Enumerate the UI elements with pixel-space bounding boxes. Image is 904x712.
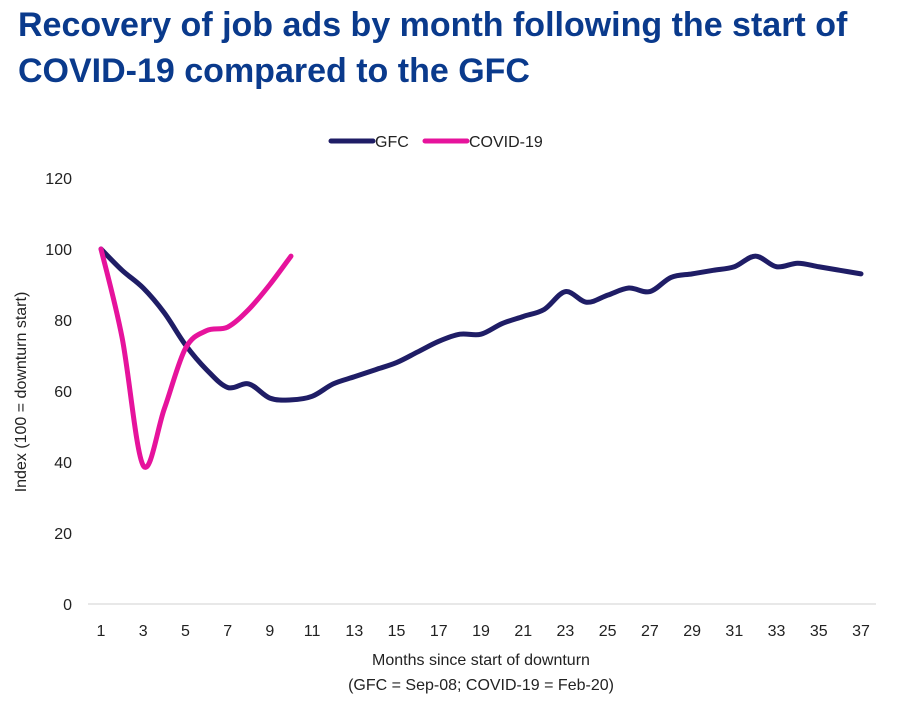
- x-tick-label: 33: [768, 623, 786, 640]
- y-tick-label: 100: [45, 242, 72, 259]
- x-tick-label: 15: [388, 623, 406, 640]
- legend: GFC COVID-19: [328, 134, 543, 151]
- series-line-gfc: [98, 246, 864, 403]
- y-axis-title: Index (100 = downturn start): [13, 292, 30, 493]
- y-tick-label: 60: [54, 384, 72, 401]
- x-tick-label: 29: [683, 623, 701, 640]
- x-tick-label: 35: [810, 623, 828, 640]
- x-tick-label: 3: [139, 623, 148, 640]
- x-axis-note: (GFC = Sep-08; COVID-19 = Feb-20): [348, 677, 614, 694]
- y-tick-label: 40: [54, 455, 72, 472]
- x-tick-label: 19: [472, 623, 490, 640]
- y-tick-label: 20: [54, 526, 72, 543]
- x-tick-label: 23: [557, 623, 575, 640]
- x-tick-label: 5: [181, 623, 190, 640]
- x-tick-label: 21: [514, 623, 532, 640]
- x-tick-label: 7: [223, 623, 232, 640]
- x-tick-label: 13: [345, 623, 363, 640]
- y-tick-label: 80: [54, 313, 72, 330]
- y-axis-ticks: 0 20 40 60 80 100 120: [45, 171, 72, 614]
- x-tick-label: 9: [265, 623, 274, 640]
- y-tick-label: 0: [63, 597, 72, 614]
- x-tick-label: 25: [599, 623, 617, 640]
- x-axis-title: Months since start of downturn: [372, 652, 590, 669]
- x-tick-label: 31: [725, 623, 743, 640]
- x-tick-label: 27: [641, 623, 659, 640]
- series-group: [98, 246, 864, 470]
- x-tick-label: 37: [852, 623, 870, 640]
- legend-label-covid: COVID-19: [469, 134, 543, 151]
- x-axis-ticks: 1 3 5 7 9 11 13 15 17 19 21 23 25 27 29 31 33 35 37: [97, 623, 870, 640]
- y-tick-label: 120: [45, 171, 72, 188]
- series-line-covid: [98, 246, 294, 470]
- x-tick-label: 11: [304, 623, 321, 640]
- x-tick-label: 1: [97, 623, 106, 640]
- legend-label-gfc: GFC: [375, 134, 409, 151]
- chart-title: Recovery of job ads by month following t…: [18, 6, 848, 90]
- x-tick-label: 17: [430, 623, 448, 640]
